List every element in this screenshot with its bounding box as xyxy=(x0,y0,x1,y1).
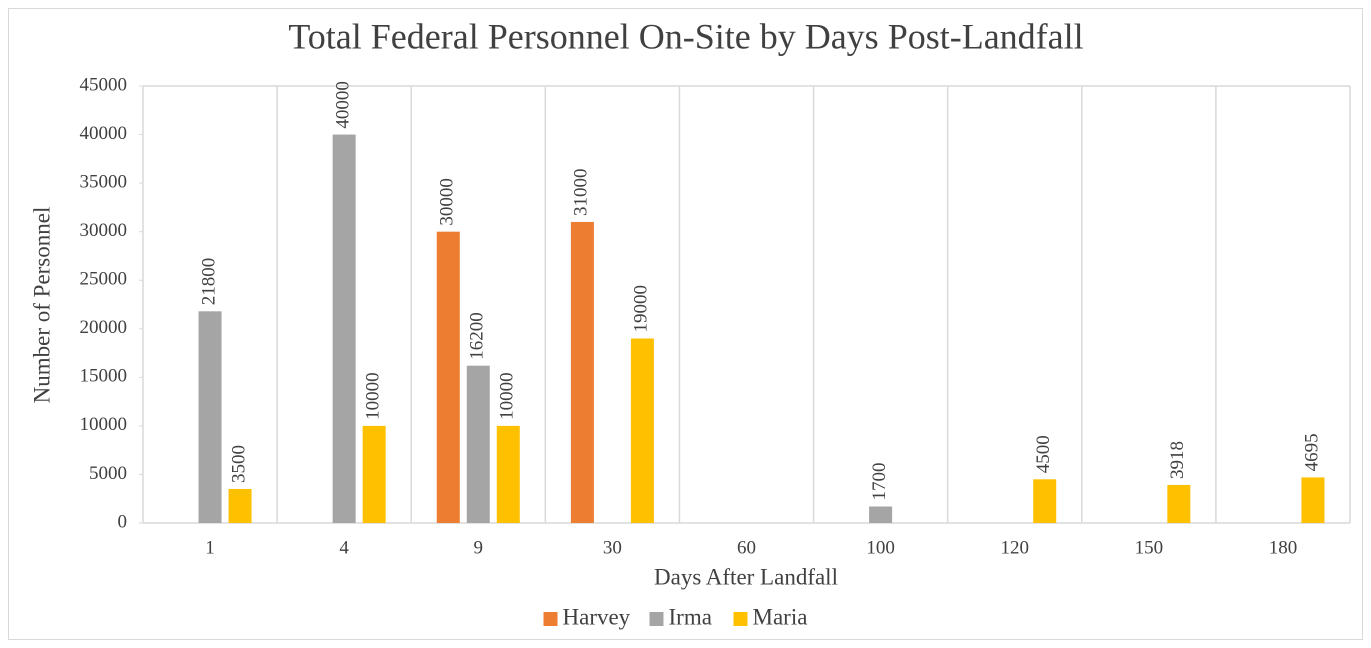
y-tick-label: 10000 xyxy=(80,414,128,435)
x-tick-label: 30 xyxy=(603,537,622,558)
x-tick-label: 1 xyxy=(205,537,215,558)
bar xyxy=(630,338,654,523)
data-label: 31000 xyxy=(571,168,592,216)
y-tick-label: 35000 xyxy=(80,171,128,192)
data-label: 16200 xyxy=(467,312,488,360)
y-axis-label: Number of Personnel xyxy=(29,207,54,404)
y-tick-label: 40000 xyxy=(80,123,128,144)
legend-label: Maria xyxy=(753,604,808,629)
legend-label: Irma xyxy=(669,604,712,629)
chart-border xyxy=(8,8,1363,640)
y-tick-label: 30000 xyxy=(80,220,128,241)
bar xyxy=(228,489,252,523)
bar xyxy=(436,231,460,523)
data-label: 10000 xyxy=(497,372,518,420)
x-tick-label: 60 xyxy=(737,537,756,558)
data-label: 40000 xyxy=(333,81,354,129)
chart-title: Total Federal Personnel On-Site by Days … xyxy=(288,16,1083,56)
legend-swatch xyxy=(733,612,748,626)
data-label: 3500 xyxy=(228,445,249,483)
bar xyxy=(869,506,893,523)
data-label: 10000 xyxy=(363,372,384,420)
y-tick-label: 25000 xyxy=(80,269,128,290)
bar xyxy=(1033,479,1057,523)
data-label: 1700 xyxy=(869,462,890,500)
data-label: 30000 xyxy=(437,178,458,226)
y-tick-label: 20000 xyxy=(80,317,128,338)
x-tick-label: 9 xyxy=(474,537,484,558)
legend-label: Harvey xyxy=(563,604,631,629)
x-tick-label: 180 xyxy=(1269,537,1298,558)
x-tick-label: 100 xyxy=(866,537,895,558)
bar xyxy=(496,425,520,523)
data-label: 4695 xyxy=(1301,433,1322,471)
x-tick-label: 120 xyxy=(1000,537,1029,558)
bar xyxy=(362,425,386,523)
x-axis-label: Days After Landfall xyxy=(654,564,838,589)
bar xyxy=(466,365,490,523)
data-label: 4500 xyxy=(1033,435,1054,473)
x-tick-label: 4 xyxy=(339,537,349,558)
y-tick-label: 45000 xyxy=(80,74,128,95)
bar xyxy=(1167,484,1191,523)
data-label: 3918 xyxy=(1167,441,1188,479)
data-label: 19000 xyxy=(631,285,652,333)
y-tick-label: 0 xyxy=(118,511,128,532)
legend-swatch xyxy=(649,612,664,626)
bar xyxy=(1301,477,1325,523)
x-tick-label: 150 xyxy=(1135,537,1164,558)
y-tick-label: 5000 xyxy=(89,463,127,484)
bar xyxy=(332,134,356,524)
data-label: 21800 xyxy=(198,258,219,306)
legend-swatch xyxy=(543,612,558,626)
bar xyxy=(198,311,222,523)
y-tick-label: 15000 xyxy=(80,366,128,387)
bar xyxy=(570,221,594,523)
